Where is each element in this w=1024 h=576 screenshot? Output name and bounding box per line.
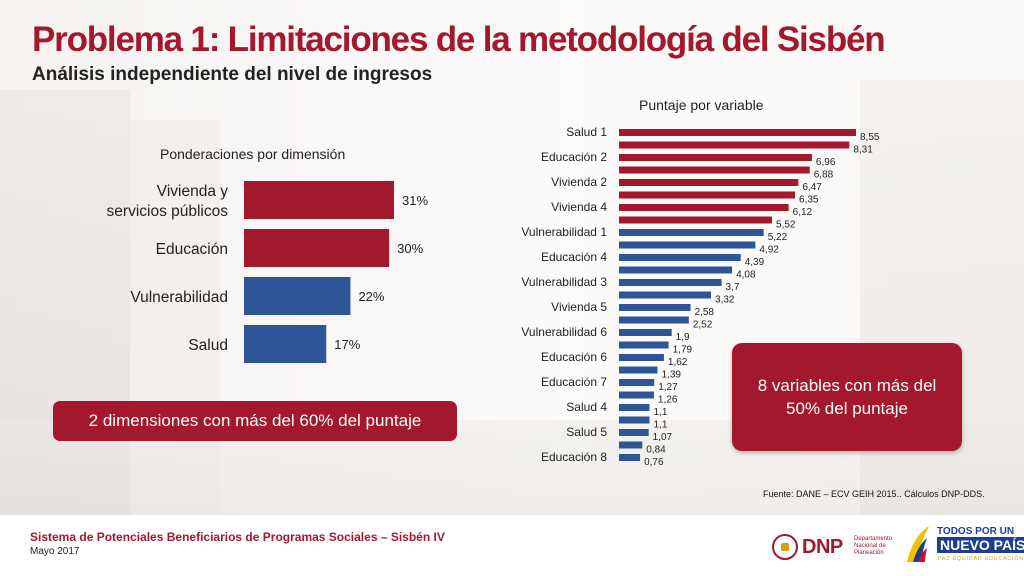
variable-bar bbox=[619, 416, 650, 424]
variable-bar bbox=[619, 429, 649, 436]
variable-label: Vivienda 2 bbox=[551, 175, 607, 189]
variable-bar bbox=[619, 291, 712, 299]
variable-label: Salud 5 bbox=[566, 425, 607, 439]
variable-bar bbox=[619, 191, 796, 199]
variable-label: Educación 7 bbox=[541, 375, 607, 389]
dimension-bar bbox=[244, 277, 351, 315]
variable-bar bbox=[619, 254, 741, 261]
variable-label: Educación 8 bbox=[541, 450, 607, 464]
variable-value-label: 1,62 bbox=[668, 357, 688, 368]
variable-bar bbox=[619, 441, 643, 449]
dimension-bar bbox=[244, 229, 390, 267]
footer-bar bbox=[0, 515, 1024, 576]
variable-bar bbox=[619, 266, 733, 274]
variable-value-label: 6,12 bbox=[793, 207, 813, 218]
variable-value-label: 6,88 bbox=[814, 170, 834, 181]
variable-value-label: 1,07 bbox=[653, 432, 673, 443]
dimension-bar bbox=[244, 325, 327, 363]
variable-label: Vivienda 5 bbox=[551, 300, 607, 314]
dimension-value-label: 30% bbox=[397, 241, 423, 256]
variable-value-label: 4,92 bbox=[759, 245, 779, 256]
variable-value-label: 0,84 bbox=[646, 445, 666, 456]
source-note: Fuente: DANE – ECV GEIH 2015.. Cálculos … bbox=[763, 489, 985, 499]
variable-value-label: 0,76 bbox=[644, 457, 664, 468]
variable-label: Vulnerabilidad 3 bbox=[521, 275, 607, 289]
variable-bar bbox=[619, 404, 650, 411]
variable-bar bbox=[619, 341, 669, 349]
variable-bar bbox=[619, 204, 789, 211]
dimension-label: Salud bbox=[188, 337, 228, 354]
footer-date: Mayo 2017 bbox=[30, 546, 80, 557]
variable-bar bbox=[619, 166, 810, 174]
dimension-value-label: 31% bbox=[402, 193, 428, 208]
variable-value-label: 2,58 bbox=[695, 307, 715, 318]
variable-bar bbox=[619, 279, 722, 286]
dimension-label: servicios públicos bbox=[107, 203, 229, 220]
variable-value-label: 5,52 bbox=[776, 220, 796, 231]
variable-bar bbox=[619, 379, 655, 386]
variable-label: Vulnerabilidad 1 bbox=[521, 225, 607, 239]
variable-value-label: 8,55 bbox=[860, 132, 880, 143]
left-chart-title: Ponderaciones por dimensión bbox=[160, 146, 346, 162]
variable-value-label: 1,1 bbox=[653, 420, 667, 431]
variable-bar bbox=[619, 354, 664, 361]
right-chart-title: Puntaje por variable bbox=[639, 97, 764, 113]
dimension-bar bbox=[244, 181, 394, 219]
todos-por-un-nuevo-pais-logo: TODOS POR UN NUEVO PAÍS PAZ EQUIDAD EDUC… bbox=[905, 522, 1024, 570]
variable-bar bbox=[619, 141, 850, 149]
variable-label: Vivienda 4 bbox=[551, 200, 607, 214]
variable-label: Salud 4 bbox=[566, 400, 607, 414]
variable-bar bbox=[619, 216, 773, 224]
variable-value-label: 8,31 bbox=[853, 145, 873, 156]
variable-label: Educación 4 bbox=[541, 250, 607, 264]
variable-bar bbox=[619, 179, 799, 186]
background-photo bbox=[0, 0, 1024, 515]
dimension-label: Educación bbox=[156, 241, 228, 258]
variable-value-label: 1,27 bbox=[658, 382, 678, 393]
variable-label: Vulnerabilidad 6 bbox=[521, 325, 607, 339]
dimension-label: Vulnerabilidad bbox=[130, 289, 228, 306]
page-title: Problema 1: Limitaciones de la metodolog… bbox=[32, 20, 886, 59]
dimension-value-label: 22% bbox=[358, 289, 384, 304]
dnp-logo: DNP Departamento Nacional de Planeación bbox=[772, 530, 892, 566]
page-subtitle: Análisis independiente del nivel de ingr… bbox=[32, 64, 433, 85]
callout-dimensions: 2 dimensiones con más del 60% del puntaj… bbox=[53, 401, 457, 441]
variable-value-label: 1,39 bbox=[662, 370, 682, 381]
variable-label: Educación 6 bbox=[541, 350, 607, 364]
variable-value-label: 6,35 bbox=[799, 195, 819, 206]
variable-value-label: 4,39 bbox=[745, 257, 765, 268]
variable-value-label: 1,26 bbox=[658, 395, 678, 406]
variable-label: Educación 2 bbox=[541, 150, 607, 164]
dimension-label: Vivienda y bbox=[157, 183, 228, 200]
variable-bar bbox=[619, 391, 654, 399]
variable-bar bbox=[619, 366, 658, 374]
variable-bar bbox=[619, 304, 691, 311]
variable-value-label: 3,7 bbox=[726, 282, 740, 293]
variable-bar bbox=[619, 129, 856, 136]
variable-bar bbox=[619, 154, 812, 161]
dimension-value-label: 17% bbox=[334, 337, 360, 352]
variable-value-label: 6,47 bbox=[802, 182, 822, 193]
variable-value-label: 4,08 bbox=[736, 270, 756, 281]
variable-value-label: 2,52 bbox=[693, 320, 713, 331]
callout-variables: 8 variables con más del 50% del puntaje bbox=[732, 343, 962, 451]
variable-value-label: 1,79 bbox=[673, 345, 693, 356]
variable-value-label: 6,96 bbox=[816, 157, 836, 168]
colombia-flag-wing-icon bbox=[907, 526, 929, 562]
colombia-seal-icon bbox=[772, 534, 798, 560]
variable-label: Salud 1 bbox=[566, 125, 607, 139]
variable-bar bbox=[619, 329, 672, 336]
variable-bar bbox=[619, 241, 756, 249]
variable-value-label: 1,1 bbox=[653, 407, 667, 418]
variable-bar bbox=[619, 454, 641, 461]
variable-bar bbox=[619, 316, 689, 324]
variable-value-label: 1,9 bbox=[676, 332, 690, 343]
variable-value-label: 5,22 bbox=[768, 232, 788, 243]
variable-value-label: 3,32 bbox=[715, 295, 735, 306]
variable-bar bbox=[619, 229, 764, 236]
footer-title: Sistema de Potenciales Beneficiarios de … bbox=[30, 530, 445, 544]
